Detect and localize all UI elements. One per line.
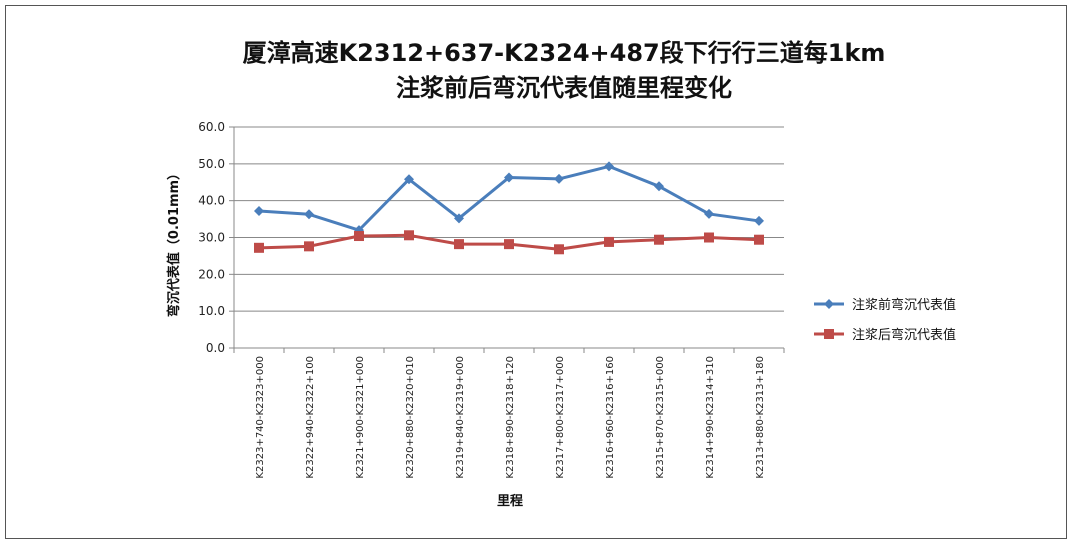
data-point	[604, 236, 614, 247]
legend-label: 注浆前弯沉代表值	[852, 297, 956, 313]
data-point	[704, 232, 714, 243]
data-point	[654, 234, 664, 245]
y-tick-label: 0.0	[206, 341, 225, 355]
y-tick-label: 10.0	[198, 304, 225, 318]
x-axis-label: 里程	[497, 494, 523, 509]
data-point	[354, 231, 364, 242]
y-tick-label: 40.0	[198, 194, 225, 208]
y-tick-label: 30.0	[198, 231, 225, 245]
series-2	[254, 230, 764, 255]
y-tick-label: 60.0	[198, 120, 225, 134]
data-point	[304, 241, 314, 252]
chart-title-line-1: 厦漳高速K2312+637-K2324+487段下行行三道每1km	[243, 39, 886, 67]
x-tick-label: K2321+900-K2321+000	[355, 356, 366, 479]
y-axis-label: 弯沉代表值（0.01mm）	[166, 167, 182, 317]
data-point	[404, 230, 414, 241]
series-1	[254, 161, 764, 236]
data-point	[554, 244, 564, 255]
data-point	[704, 208, 714, 219]
y-tick-labels: 0.0 10.0 20.0 30.0 40.0 50.0 60.0	[198, 120, 225, 355]
y-tick-label: 20.0	[198, 267, 225, 281]
data-point	[504, 239, 514, 250]
data-point	[254, 205, 264, 216]
x-tick-label: K2315+870-K2315+000	[655, 356, 666, 479]
data-point	[254, 242, 264, 253]
data-point	[604, 161, 614, 172]
legend-item: 注浆前弯沉代表值	[814, 297, 956, 313]
data-point	[454, 213, 464, 224]
y-tick-label: 50.0	[198, 157, 225, 171]
chart-title-line-2: 注浆前后弯沉代表值随里程变化	[396, 74, 732, 102]
x-tick-label: K2313+880-K2313+180	[755, 356, 766, 479]
x-tick-label: K2322+940-K2322+100	[305, 356, 316, 479]
x-tick-label: K2319+840-K2319+000	[455, 356, 466, 479]
data-point	[754, 234, 764, 245]
x-tick-labels: K2323+740-K2323+000 K2322+940-K2322+100 K2…	[255, 356, 766, 479]
legend-marker	[824, 329, 834, 339]
x-tick-label: K2318+890-K2318+120	[505, 356, 516, 479]
legend-label: 注浆后弯沉代表值	[852, 327, 956, 343]
axes	[229, 126, 785, 353]
series-group	[254, 161, 764, 255]
data-point	[754, 215, 764, 226]
legend-marker	[824, 299, 834, 309]
gridlines	[234, 126, 784, 312]
line-chart: 厦漳高速K2312+637-K2324+487段下行行三道每1km 注浆前后弯沉…	[166, 39, 956, 509]
x-tick-label: K2317+800-K2317+000	[555, 356, 566, 479]
data-point	[504, 172, 514, 183]
legend-item: 注浆后弯沉代表值	[814, 327, 956, 343]
data-point	[454, 239, 464, 250]
data-point	[654, 181, 664, 192]
x-tick-label: K2320+880-K2320+010	[405, 356, 416, 479]
data-point	[554, 173, 564, 184]
data-point	[304, 209, 314, 220]
x-tick-label: K2323+740-K2323+000	[255, 356, 266, 479]
x-tick-label: K2316+960-K2316+160	[605, 356, 616, 479]
data-point	[404, 174, 414, 185]
chart-frame: 厦漳高速K2312+637-K2324+487段下行行三道每1km 注浆前后弯沉…	[5, 5, 1067, 539]
x-tick-label: K2314+990-K2314+310	[705, 356, 716, 479]
